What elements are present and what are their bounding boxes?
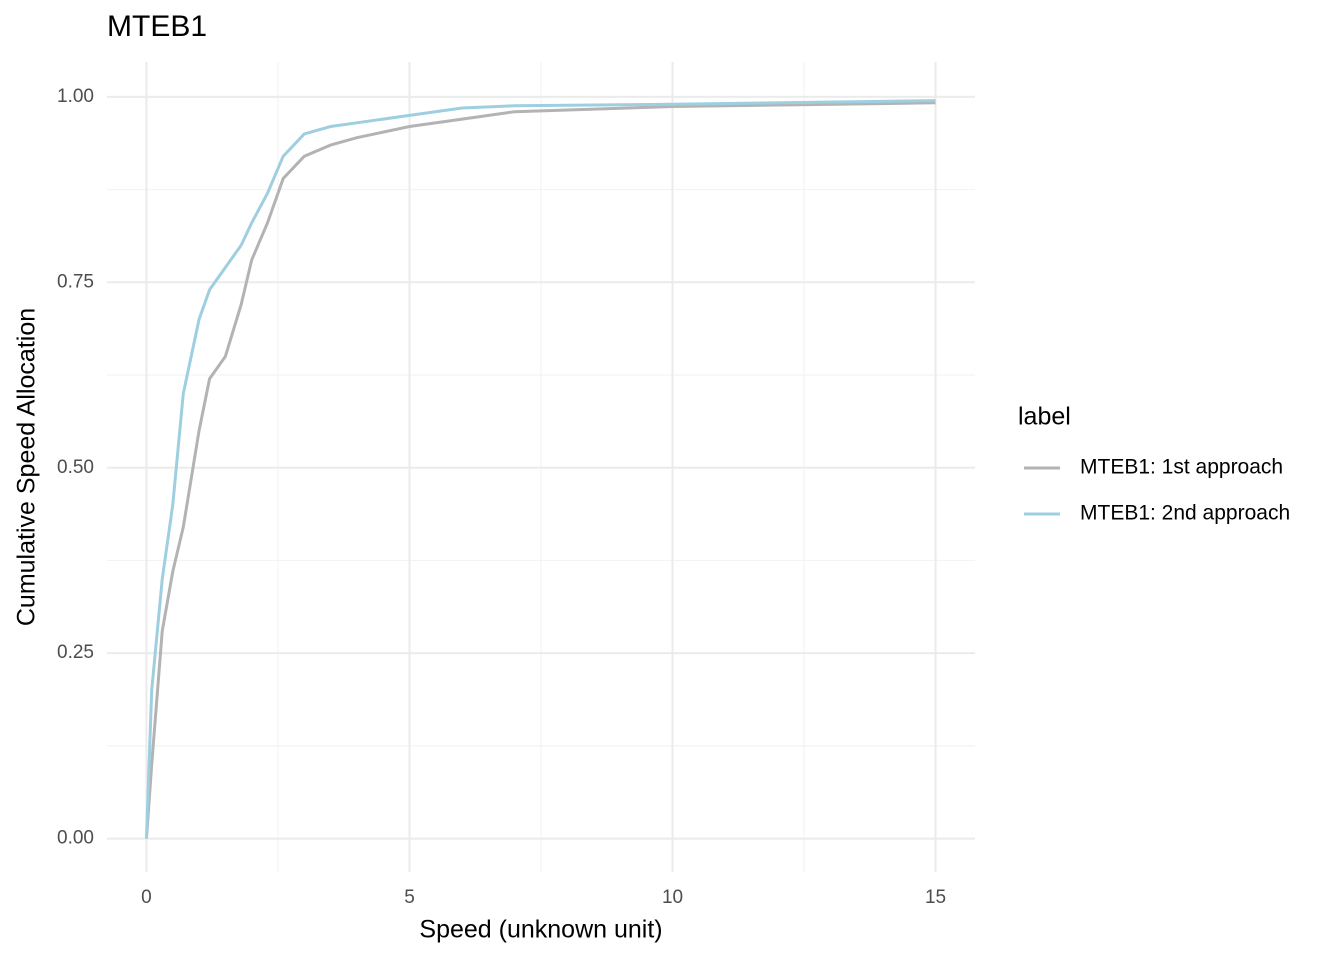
x-tick-label: 0: [141, 887, 152, 908]
x-axis-label: Speed (unknown unit): [419, 916, 662, 944]
y-tick-label: 0.50: [57, 457, 94, 478]
data-line: [144, 101, 936, 839]
legend-label: MTEB1: 1st approach: [1080, 456, 1283, 479]
x-tick-label: 5: [404, 887, 415, 908]
data-line: [144, 99, 936, 839]
y-tick-label: 1.00: [57, 86, 94, 107]
chart-title: MTEB1: [107, 10, 207, 43]
legend-title: label: [1018, 403, 1071, 431]
x-tick-label: 15: [925, 887, 946, 908]
y-axis-label: Cumulative Speed Allocation: [13, 308, 41, 626]
x-tick-label: 10: [662, 887, 683, 908]
y-tick-label: 0.25: [57, 642, 94, 663]
y-tick-label: 0.75: [57, 271, 94, 292]
y-tick-label: 0.00: [57, 828, 94, 849]
legend-label: MTEB1: 2nd approach: [1080, 502, 1290, 525]
